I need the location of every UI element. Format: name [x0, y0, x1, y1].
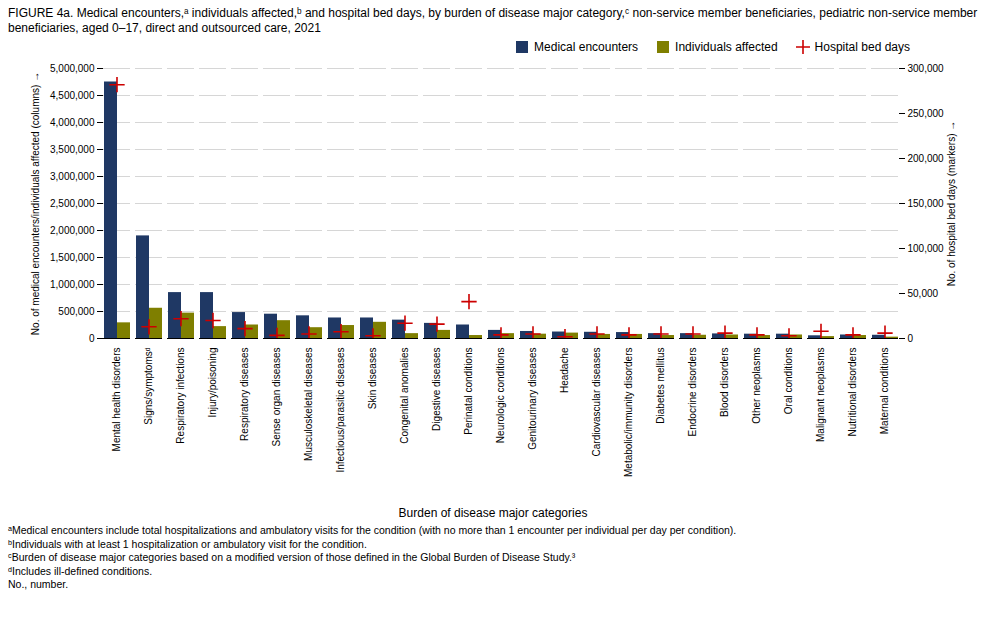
svg-text:Endocrine disorders: Endocrine disorders [687, 348, 698, 437]
svg-text:150,000: 150,000 [908, 198, 945, 209]
svg-text:5,000,000: 5,000,000 [50, 63, 95, 74]
svg-text:500,000: 500,000 [58, 306, 95, 317]
svg-text:Congenital anomalies: Congenital anomalies [399, 348, 410, 444]
svg-text:Infectious/parasitic diseases: Infectious/parasitic diseases [335, 348, 346, 473]
svg-text:100,000: 100,000 [908, 243, 945, 254]
svg-text:Neurologic conditions: Neurologic conditions [495, 348, 506, 444]
svg-text:1,500,000: 1,500,000 [50, 252, 95, 263]
svg-text:Digestive diseases: Digestive diseases [431, 348, 442, 431]
svg-text:250,000: 250,000 [908, 108, 945, 119]
svg-text:200,000: 200,000 [908, 153, 945, 164]
html-text:ᵈIncludes ill-defined conditio: ᵈIncludes ill-defined conditions. [8, 564, 152, 577]
svg-text:Diabetes mellitus: Diabetes mellitus [655, 348, 666, 424]
svg-text:Respiratory diseases: Respiratory diseases [239, 348, 250, 441]
svg-text:Skin diseases: Skin diseases [367, 348, 378, 410]
html-text:ᵃMedical encounters include to: ᵃMedical encounters include total hospit… [8, 524, 737, 536]
svg-text:0: 0 [908, 333, 914, 344]
svg-text:2,000,000: 2,000,000 [50, 225, 95, 236]
html-text:Burden of disease major catego: Burden of disease major categories [398, 506, 588, 520]
html-text:ᵇIndividuals with at least 1 h: ᵇIndividuals with at least 1 hospitaliza… [8, 537, 367, 550]
html-text:ᶜBurden of disease major categ: ᶜBurden of disease major categories base… [8, 551, 576, 563]
svg-text:Cardiovascular diseases: Cardiovascular diseases [591, 348, 602, 457]
svg-text:Mental health disorders: Mental health disorders [111, 348, 122, 452]
html-text:FIGURE 4a. Medical encounters,: FIGURE 4a. Medical encounters,ᵃ individu… [8, 6, 978, 35]
svg-text:Other neoplasms: Other neoplasms [751, 348, 762, 424]
svg-text:50,000: 50,000 [908, 288, 939, 299]
html-text:No., number.: No., number. [8, 578, 69, 590]
svg-text:4,500,000: 4,500,000 [50, 90, 95, 101]
html-text:Individuals affected: Individuals affected [675, 40, 778, 54]
svg-text:3,500,000: 3,500,000 [50, 144, 95, 155]
svg-text:Genitourinary diseases: Genitourinary diseases [527, 348, 538, 450]
svg-text:Maternal conditions: Maternal conditions [879, 348, 890, 435]
svg-text:Headache: Headache [559, 347, 570, 393]
svg-text:Signs/symptomsᵈ: Signs/symptomsᵈ [143, 347, 154, 424]
svg-text:Oral conditions: Oral conditions [783, 348, 794, 415]
svg-text:No. of medical encounters/indi: No. of medical encounters/individuals af… [30, 72, 41, 335]
svg-text:2,500,000: 2,500,000 [50, 198, 95, 209]
svg-text:Sense organ diseases: Sense organ diseases [271, 348, 282, 447]
svg-text:Blood disorders: Blood disorders [719, 348, 730, 417]
svg-text:Metabolic/immunity disorders: Metabolic/immunity disorders [623, 348, 634, 478]
html-text:Hospital bed days: Hospital bed days [814, 40, 910, 54]
svg-text:Musculoskeletal diseases: Musculoskeletal diseases [303, 348, 314, 461]
svg-text:300,000: 300,000 [908, 63, 945, 74]
html-text:Medical encounters: Medical encounters [534, 40, 639, 54]
svg-text:Nutritional disorders: Nutritional disorders [847, 348, 858, 437]
svg-text:4,000,000: 4,000,000 [50, 117, 95, 128]
svg-text:Injury/poisoning: Injury/poisoning [207, 348, 218, 418]
svg-text:0: 0 [89, 333, 95, 344]
svg-text:3,000,000: 3,000,000 [50, 171, 95, 182]
svg-text:Perinatal conditions: Perinatal conditions [463, 348, 474, 435]
svg-text:1,000,000: 1,000,000 [50, 279, 95, 290]
svg-text:Respiratory infections: Respiratory infections [175, 348, 186, 444]
svg-text:Malignant neoplasms: Malignant neoplasms [815, 348, 826, 443]
svg-text:No. of hospital bed days (mark: No. of hospital bed days (markers) → [946, 121, 957, 287]
